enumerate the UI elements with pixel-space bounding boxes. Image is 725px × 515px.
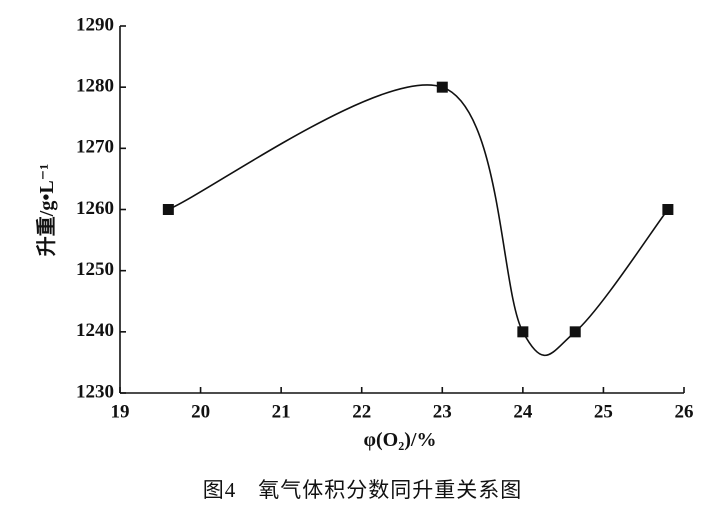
- x-tick-label: 21: [272, 401, 291, 422]
- y-axis-label: 升重/g•L⁻¹: [35, 164, 58, 256]
- y-tick-label: 1270: [76, 137, 114, 158]
- x-tick-label: 19: [111, 401, 130, 422]
- y-tick-label: 1290: [76, 14, 114, 35]
- series-line: [162, 81, 674, 357]
- y-tick-label: 1240: [76, 320, 114, 341]
- x-tick-label: 25: [594, 401, 613, 422]
- y-tick-label: 1260: [76, 198, 114, 219]
- x-tick-label: 24: [513, 401, 533, 422]
- data-point-marker: [569, 326, 581, 338]
- data-point-marker: [436, 81, 448, 93]
- data-point-marker: [162, 204, 174, 215]
- y-tick-label: 1280: [76, 76, 114, 97]
- series-curve: [168, 84, 669, 357]
- x-tick-label: 22: [352, 401, 371, 422]
- data-point-marker: [662, 204, 674, 215]
- x-tick-label: 20: [191, 401, 210, 422]
- y-axis: 1230 1240 1250 1260 1270 1280 1290: [76, 14, 126, 402]
- y-tick-label: 1230: [76, 381, 114, 402]
- figure-caption: 图4 氧气体积分数同升重关系图: [202, 478, 523, 502]
- y-tick-label: 1250: [76, 259, 114, 280]
- x-axis-label: φ(O₂)/%: [364, 429, 437, 451]
- x-tick-label: 23: [433, 401, 452, 422]
- data-point-marker: [517, 326, 529, 338]
- x-axis: 19 20 21 22 23 24 25 26: [111, 387, 694, 422]
- x-tick-label: 26: [675, 401, 694, 422]
